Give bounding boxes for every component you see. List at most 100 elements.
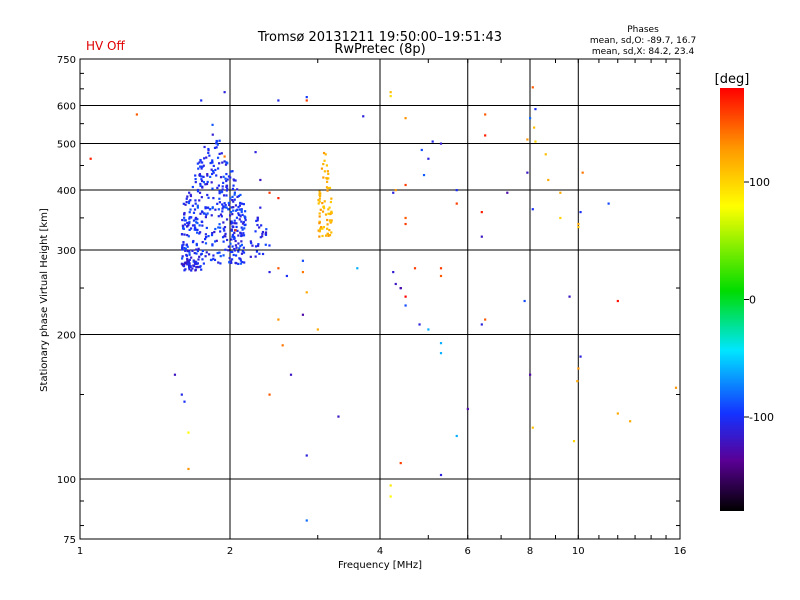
data-point [199, 158, 202, 162]
data-point [529, 373, 532, 376]
data-point [223, 202, 226, 205]
data-point [203, 212, 206, 215]
data-point [251, 244, 254, 247]
data-point [439, 274, 443, 278]
data-point [321, 234, 324, 238]
data-point [229, 197, 232, 200]
data-point [192, 264, 196, 268]
data-point [217, 208, 220, 211]
data-point [222, 221, 225, 224]
data-point [218, 197, 221, 200]
data-point [233, 231, 236, 234]
data-point [322, 207, 326, 210]
data-point [221, 203, 224, 206]
data-point [325, 164, 328, 167]
data-point [404, 216, 407, 220]
data-point [200, 178, 203, 181]
data-point [233, 222, 236, 225]
data-point [264, 243, 267, 246]
data-point [188, 217, 191, 220]
data-point [205, 251, 208, 254]
data-point [326, 187, 329, 190]
data-point [222, 194, 226, 197]
data-point [231, 235, 234, 238]
data-point [211, 243, 214, 246]
data-point [197, 247, 200, 250]
data-point [194, 269, 197, 272]
data-point [135, 113, 138, 116]
data-point [223, 226, 227, 229]
data-point [201, 165, 204, 168]
x-tick-label: 4 [377, 546, 383, 557]
data-point [321, 227, 324, 230]
data-point [242, 251, 246, 254]
data-point [320, 226, 323, 229]
data-point [201, 186, 204, 189]
data-point [194, 181, 197, 184]
data-point [214, 240, 217, 243]
data-point [217, 261, 220, 264]
data-point [228, 203, 231, 206]
data-point [427, 328, 430, 331]
data-point [189, 194, 193, 198]
data-point [327, 212, 330, 215]
data-point [187, 201, 191, 205]
data-point [199, 231, 202, 234]
data-point [317, 229, 320, 232]
data-point [198, 191, 202, 194]
data-point [531, 86, 534, 89]
data-point [237, 194, 241, 198]
data-point [228, 256, 231, 260]
data-point [207, 235, 210, 238]
data-point [180, 257, 184, 260]
data-point [229, 260, 233, 263]
data-point [187, 266, 191, 269]
data-point [305, 454, 308, 457]
data-point [199, 265, 202, 268]
data-point [455, 202, 458, 205]
data-point [237, 250, 240, 253]
data-point [211, 231, 214, 235]
data-point [182, 241, 185, 244]
data-point [229, 242, 232, 245]
data-point [261, 252, 265, 256]
data-point [211, 161, 214, 164]
data-point [318, 200, 321, 203]
data-point [237, 205, 240, 209]
data-point [328, 229, 331, 232]
data-point [202, 262, 205, 265]
data-point [439, 142, 443, 145]
data-point [202, 181, 205, 184]
data-point [241, 222, 245, 225]
data-point [203, 157, 206, 160]
data-point [439, 267, 443, 270]
data-point [232, 206, 235, 209]
data-point [327, 208, 330, 211]
data-point [211, 133, 214, 136]
data-point [221, 185, 224, 188]
data-point [268, 270, 271, 274]
data-point [232, 209, 235, 212]
data-point [181, 246, 184, 249]
data-point [413, 267, 417, 270]
data-point [389, 495, 392, 498]
data-point [330, 197, 333, 200]
data-point [215, 142, 218, 145]
data-point [173, 373, 177, 376]
data-point [223, 91, 226, 94]
data-point [480, 235, 483, 238]
data-point [259, 236, 262, 239]
data-point [265, 228, 268, 231]
data-point [239, 259, 243, 262]
data-point [484, 318, 487, 321]
data-point [191, 204, 194, 207]
data-point [218, 152, 221, 155]
data-point [237, 242, 240, 245]
data-point [228, 214, 232, 217]
data-point [207, 196, 210, 199]
data-point [196, 221, 199, 225]
data-point [187, 431, 190, 434]
data-point [203, 237, 207, 241]
data-point [231, 170, 234, 173]
data-point [224, 177, 227, 180]
